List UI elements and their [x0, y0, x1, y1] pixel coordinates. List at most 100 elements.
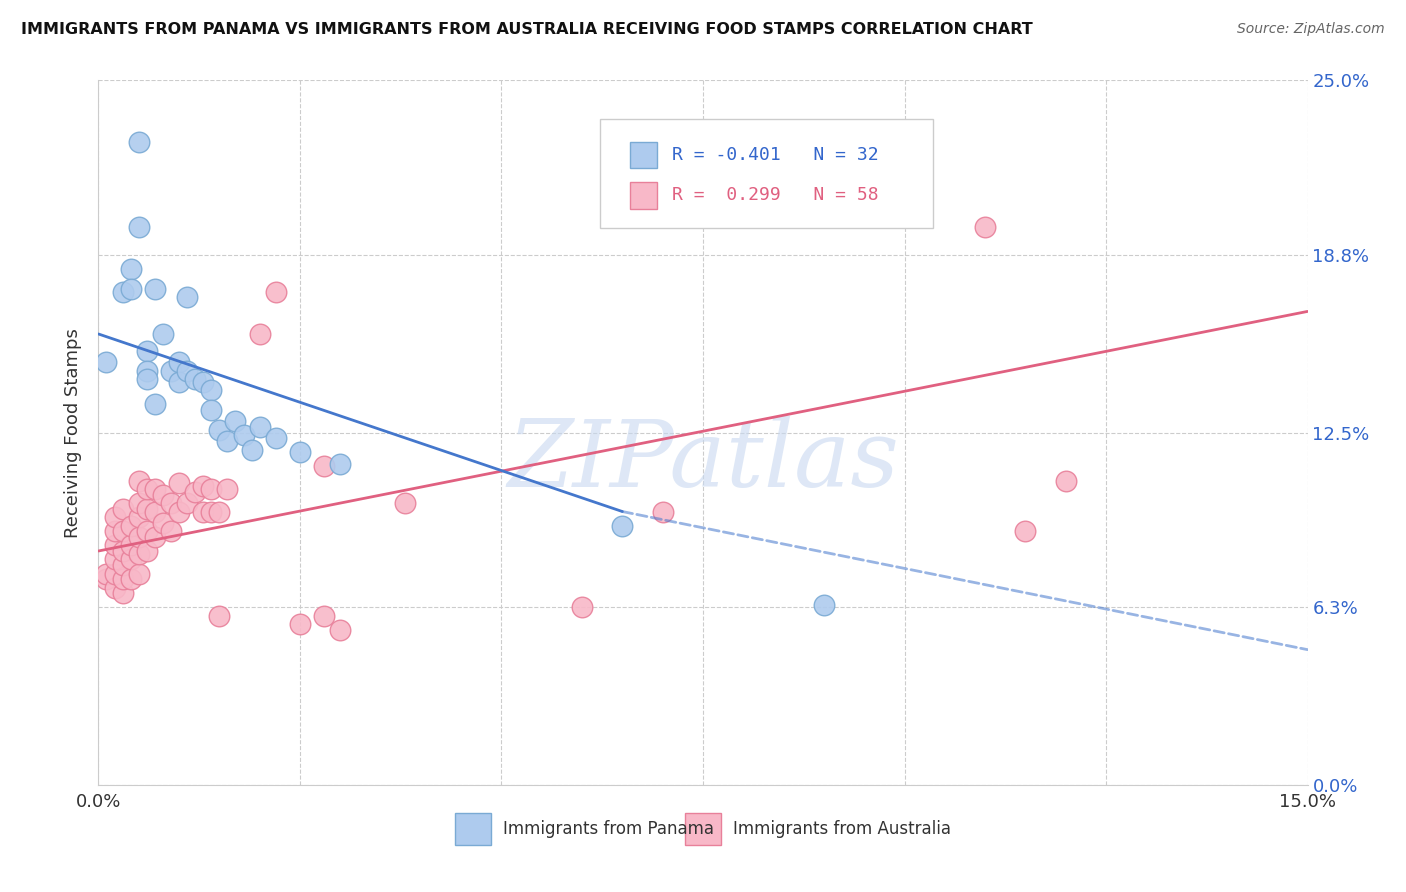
Point	[329, 457, 352, 471]
Point	[160, 496, 183, 510]
Point	[1054, 474, 1077, 488]
Point	[143, 482, 166, 496]
Point	[111, 558, 134, 573]
Point	[160, 524, 183, 539]
Point	[176, 290, 198, 304]
Point	[167, 375, 190, 389]
Point	[974, 219, 997, 234]
Point	[103, 510, 125, 524]
Point	[96, 355, 118, 369]
Point	[200, 384, 222, 398]
Point	[167, 504, 190, 518]
Point	[329, 623, 352, 637]
Text: IMMIGRANTS FROM PANAMA VS IMMIGRANTS FROM AUSTRALIA RECEIVING FOOD STAMPS CORREL: IMMIGRANTS FROM PANAMA VS IMMIGRANTS FRO…	[21, 22, 1033, 37]
Point	[200, 482, 222, 496]
Point	[128, 566, 150, 581]
Point	[208, 608, 231, 623]
Point	[314, 608, 336, 623]
Point	[208, 504, 231, 518]
Point	[135, 363, 157, 377]
Point	[111, 501, 134, 516]
Point	[143, 397, 166, 411]
Point	[128, 136, 150, 150]
Text: ZIPatlas: ZIPatlas	[508, 416, 898, 506]
Point	[103, 538, 125, 552]
Point	[111, 285, 134, 299]
Point	[135, 372, 157, 386]
Point	[128, 530, 150, 544]
Point	[111, 544, 134, 558]
Point	[167, 355, 190, 369]
Point	[176, 363, 198, 377]
Point	[128, 219, 150, 234]
Point	[128, 474, 150, 488]
Point	[184, 372, 207, 386]
Point	[264, 431, 287, 445]
Point	[135, 343, 157, 358]
Text: Immigrants from Panama: Immigrants from Panama	[503, 820, 714, 838]
FancyBboxPatch shape	[630, 142, 657, 169]
Point	[240, 442, 263, 457]
Point	[394, 496, 416, 510]
Point	[135, 524, 157, 539]
Point	[120, 572, 142, 586]
Point	[288, 445, 311, 459]
Point	[217, 482, 239, 496]
Point	[200, 403, 222, 417]
Point	[160, 363, 183, 377]
Point	[120, 538, 142, 552]
Point	[208, 423, 231, 437]
Point	[103, 552, 125, 566]
Point	[143, 530, 166, 544]
FancyBboxPatch shape	[456, 814, 492, 845]
Point	[571, 600, 593, 615]
Point	[232, 428, 254, 442]
Point	[152, 326, 174, 341]
Point	[96, 572, 118, 586]
Point	[135, 482, 157, 496]
Point	[167, 476, 190, 491]
Point	[120, 262, 142, 277]
Point	[120, 518, 142, 533]
Point	[111, 586, 134, 600]
Point	[264, 285, 287, 299]
Point	[288, 617, 311, 632]
Text: R = -0.401   N = 32: R = -0.401 N = 32	[672, 146, 879, 164]
Text: R =  0.299   N = 58: R = 0.299 N = 58	[672, 186, 879, 204]
Point	[120, 552, 142, 566]
Y-axis label: Receiving Food Stamps: Receiving Food Stamps	[65, 327, 83, 538]
Point	[314, 459, 336, 474]
Point	[135, 544, 157, 558]
Point	[249, 420, 271, 434]
Text: Immigrants from Australia: Immigrants from Australia	[734, 820, 952, 838]
Point	[193, 375, 215, 389]
Point	[193, 504, 215, 518]
Point	[217, 434, 239, 448]
Point	[176, 496, 198, 510]
Point	[184, 484, 207, 499]
Point	[128, 547, 150, 561]
Point	[135, 501, 157, 516]
Point	[128, 496, 150, 510]
Point	[152, 488, 174, 502]
Point	[111, 572, 134, 586]
Point	[103, 581, 125, 595]
Point	[120, 282, 142, 296]
FancyBboxPatch shape	[600, 119, 932, 228]
Point	[111, 524, 134, 539]
Point	[200, 504, 222, 518]
Text: Source: ZipAtlas.com: Source: ZipAtlas.com	[1237, 22, 1385, 37]
Point	[143, 504, 166, 518]
Point	[103, 566, 125, 581]
Point	[249, 326, 271, 341]
Point	[612, 518, 634, 533]
Point	[103, 524, 125, 539]
FancyBboxPatch shape	[630, 182, 657, 209]
Point	[224, 414, 246, 428]
Point	[152, 516, 174, 530]
Point	[143, 282, 166, 296]
Point	[193, 479, 215, 493]
Point	[651, 504, 673, 518]
Point	[128, 510, 150, 524]
Point	[813, 598, 835, 612]
